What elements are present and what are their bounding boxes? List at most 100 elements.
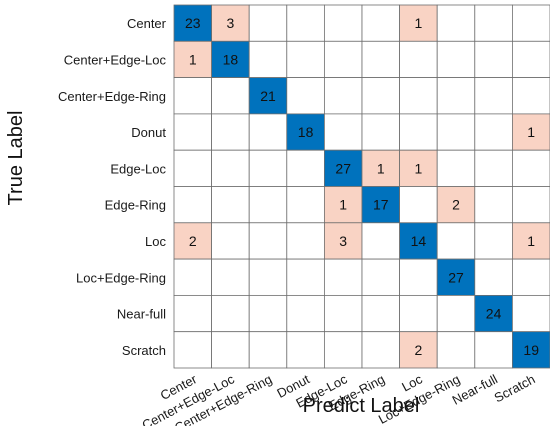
matrix-cell [399, 258, 438, 296]
matrix-cell [248, 258, 288, 296]
cell-value-label: 1 [377, 160, 385, 176]
matrix-cell [361, 4, 400, 42]
cell-value-label: 27 [448, 269, 464, 285]
matrix-cell [399, 149, 438, 187]
matrix-cell [286, 4, 325, 42]
matrix-cell [211, 149, 250, 187]
cell-value-label: 1 [339, 197, 347, 213]
matrix-cell [211, 77, 250, 115]
row-tick-label: Donut [131, 125, 166, 140]
matrix-cell [474, 331, 513, 369]
cell-value-label: 27 [335, 160, 351, 176]
cell-value-label: 1 [527, 124, 535, 140]
matrix-cell [323, 113, 363, 151]
matrix-cell [173, 77, 212, 115]
matrix-cell [474, 40, 513, 78]
matrix-cell [248, 186, 288, 224]
matrix-cell [436, 77, 476, 115]
cell-value-label: 1 [527, 233, 535, 249]
matrix-cell [286, 258, 325, 296]
matrix-cell [436, 40, 476, 78]
cell-value-label: 1 [415, 160, 423, 176]
matrix-cell [512, 149, 550, 187]
matrix-cell [323, 4, 363, 42]
matrix-cell [211, 4, 250, 42]
matrix-cell [512, 331, 550, 369]
matrix-cell [474, 77, 513, 115]
matrix-cell [248, 149, 288, 187]
matrix-cell [248, 294, 288, 333]
matrix-cell [211, 258, 250, 296]
cell-value-label: 2 [189, 233, 197, 249]
matrix-cell [173, 331, 212, 369]
matrix-cell [286, 331, 325, 369]
row-tick-label: Center+Edge-Loc [64, 52, 167, 67]
matrix-cell [323, 331, 363, 369]
matrix-cell [512, 40, 550, 78]
row-tick-label: Edge-Loc [110, 161, 166, 176]
row-tick-label: Edge-Ring [105, 198, 166, 213]
y-axis-title: True Label [5, 111, 27, 206]
matrix-cell [436, 113, 476, 151]
matrix-cell [248, 4, 288, 42]
cell-value-label: 2 [452, 197, 460, 213]
matrix-cell [286, 294, 325, 333]
matrix-cell [361, 77, 400, 115]
matrix-cell [248, 113, 288, 151]
matrix-cell [286, 77, 325, 115]
matrix-cell [286, 186, 325, 224]
row-tick-label: Loc [145, 234, 166, 249]
matrix-cell [399, 294, 438, 333]
matrix-cell [173, 4, 212, 42]
matrix-cell [173, 258, 212, 296]
matrix-cell [399, 4, 438, 42]
matrix-cell [173, 294, 212, 333]
matrix-cell [474, 294, 513, 333]
matrix-cell [512, 186, 550, 224]
matrix-cell [361, 113, 400, 151]
matrix-cell [361, 294, 400, 333]
cell-value-label: 3 [339, 233, 347, 249]
cell-value-label: 18 [223, 51, 239, 67]
matrix-cell [286, 222, 325, 260]
matrix-cell [436, 258, 476, 296]
cell-value-label: 1 [189, 51, 197, 67]
row-tick-label: Scratch [122, 343, 166, 358]
cell-value-label: 17 [373, 197, 389, 213]
row-tick-label: Near-full [117, 307, 166, 322]
cell-value-label: 3 [227, 15, 235, 31]
matrix-cell [361, 149, 400, 187]
matrix-cell [474, 149, 513, 187]
matrix-cell [323, 258, 363, 296]
matrix-cell [286, 40, 325, 78]
matrix-cell [474, 222, 513, 260]
matrix-cell [436, 4, 476, 42]
matrix-cell [436, 222, 476, 260]
cell-value-label: 1 [415, 15, 423, 31]
matrix-cell [173, 222, 212, 260]
cell-value-label: 24 [486, 306, 502, 322]
matrix-cell [211, 294, 250, 333]
matrix-cell [286, 149, 325, 187]
matrix-cell [512, 4, 550, 42]
cell-value-label: 23 [185, 15, 201, 31]
matrix-cell [323, 186, 363, 224]
column-tick-label: Scratch [492, 371, 538, 405]
cell-value-label: 18 [298, 124, 314, 140]
true-label-tick-labels: Center Center+Edge-Loc Center+Edge-Ring Don… [58, 16, 167, 358]
matrix-cell [248, 77, 288, 115]
matrix-cell [474, 258, 513, 296]
matrix-cell [399, 331, 438, 369]
matrix-cell [323, 40, 363, 78]
matrix-cell [323, 294, 363, 333]
matrix-cell [512, 113, 550, 151]
matrix-cell [399, 113, 438, 151]
matrix-cell [436, 331, 476, 369]
matrix-cell [323, 77, 363, 115]
matrix-cell [474, 186, 513, 224]
matrix-cell [248, 331, 288, 369]
matrix-cell [436, 294, 476, 333]
matrix-cell [436, 149, 476, 187]
matrix-cell [512, 77, 550, 115]
